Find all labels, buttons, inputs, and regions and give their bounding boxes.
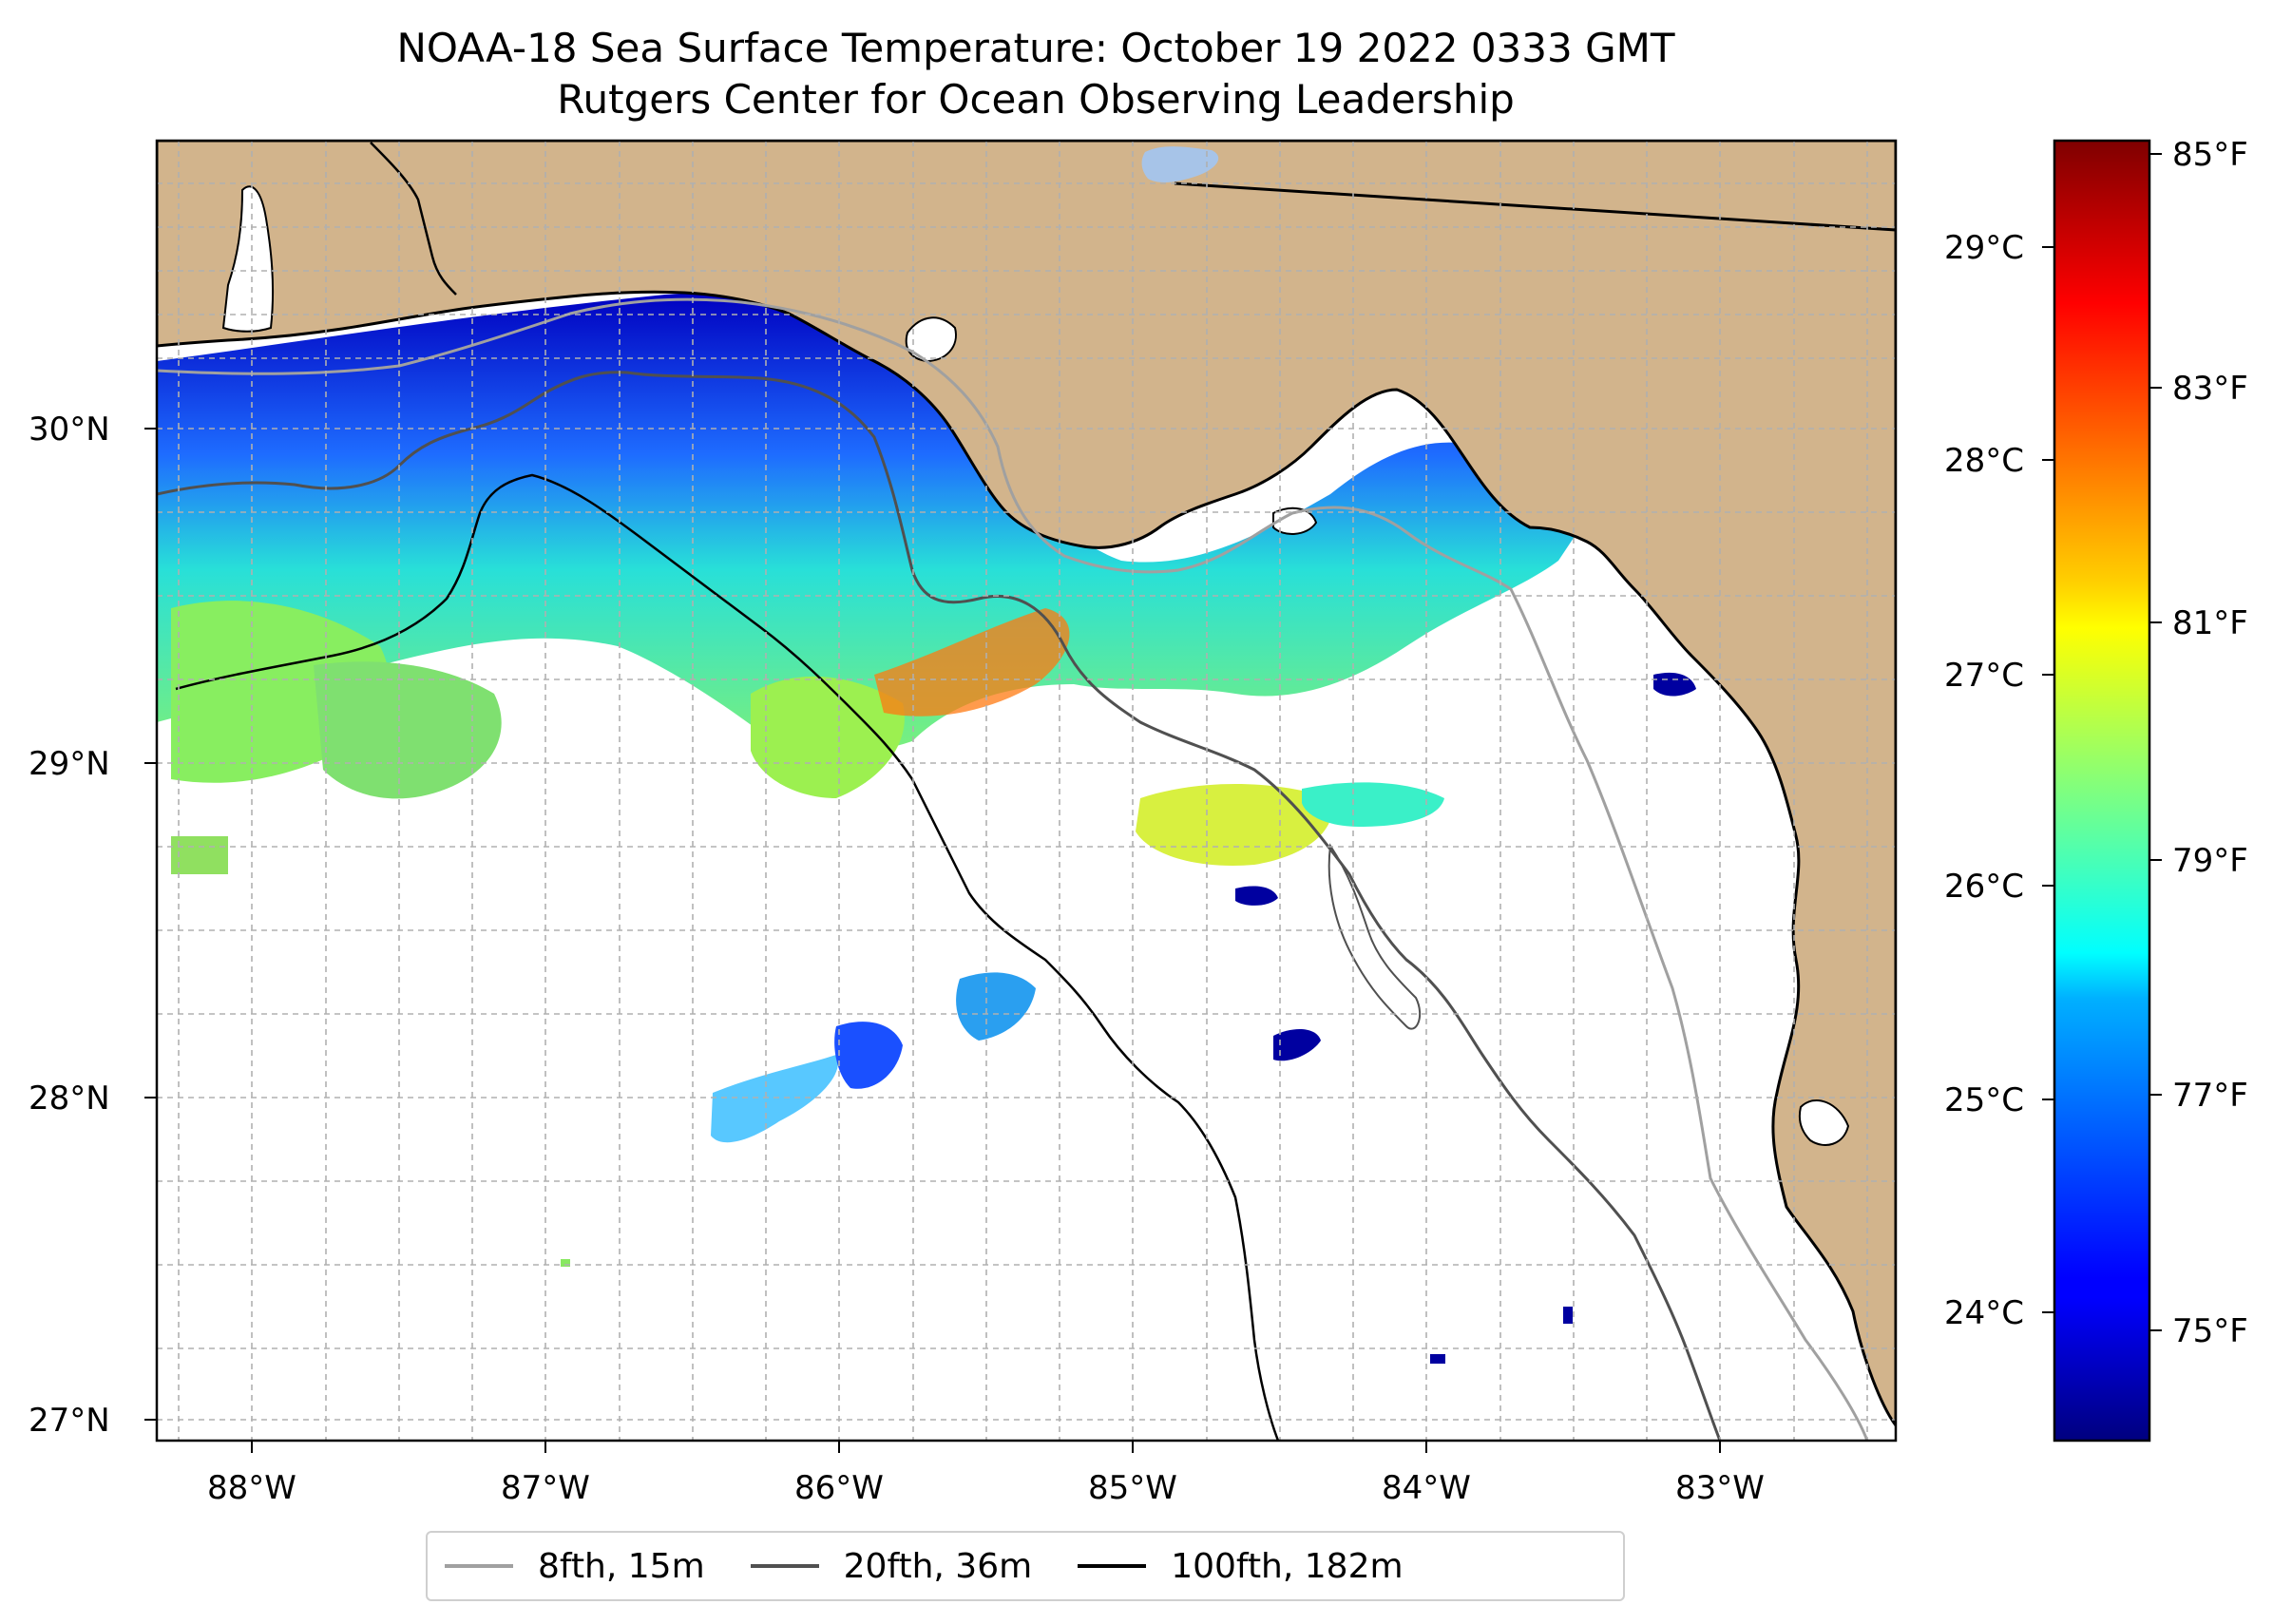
legend-item-20fth: 20fth, 36m: [750, 1546, 1033, 1586]
state-boundary-ga-fl: [1174, 182, 1896, 232]
lon-label-87w: 87°W: [501, 1469, 590, 1507]
cb-label-27c: 27°C: [1944, 657, 2024, 695]
cb-label-77f: 77°F: [2172, 1077, 2248, 1115]
gridlines: [157, 141, 1896, 1441]
sst-small-patch-1: [1273, 1029, 1321, 1061]
sst-speck-4: [561, 1259, 570, 1267]
lon-label-88w: 88°W: [207, 1469, 296, 1507]
lake-seminole: [1141, 146, 1219, 182]
lat-label-28n: 28°N: [29, 1079, 110, 1118]
sst-mid-patch: [1136, 784, 1332, 866]
cb-label-29c: 29°C: [1944, 229, 2024, 267]
cb-label-81f: 81°F: [2172, 604, 2248, 642]
sst-small-patch-2: [1235, 886, 1278, 906]
cb-label-85f: 85°F: [2172, 136, 2248, 174]
lat-label-30n: 30°N: [29, 411, 110, 449]
legend-item-8fth: 8fth, 15m: [445, 1547, 705, 1586]
map-frame: [155, 139, 1898, 1442]
land-mobile-bay-white: [221, 185, 275, 333]
cb-label-83f: 83°F: [2172, 370, 2248, 408]
sst-sw-patch: [711, 1055, 838, 1143]
cb-label-75f: 75°F: [2172, 1312, 2248, 1350]
land-bay-white-2: [905, 316, 957, 363]
colorbar-fahrenheit-ticks: [2149, 153, 2162, 1331]
sst-speck-3: [171, 836, 228, 874]
cb-label-79f: 79°F: [2172, 842, 2248, 880]
sst-main-swath: [157, 293, 1577, 755]
land-tampa-bay: [1798, 1099, 1850, 1146]
state-boundary-al-fl: [370, 142, 457, 296]
isobath-100fth: [175, 473, 1280, 1441]
legend-label-8fth: 8fth, 15m: [538, 1546, 705, 1586]
cb-label-28c: 28°C: [1944, 442, 2024, 480]
isobath-8fth: [157, 297, 1869, 1441]
legend-label-100fth: 100fth, 182m: [1171, 1546, 1404, 1586]
colorbar-celsius-ticks: [2042, 246, 2054, 1313]
legend-line-8fth: [445, 1564, 513, 1568]
colorbar: [2053, 139, 2151, 1442]
legend-item-100fth: 100fth, 182m: [1078, 1546, 1404, 1586]
sst-sw-patch-3: [956, 972, 1036, 1041]
sst-mid-patch-2: [1302, 782, 1444, 827]
map-area: [157, 141, 1896, 1441]
lon-label-83w: 83°W: [1675, 1469, 1765, 1507]
land-mainland: [157, 141, 1896, 1428]
sst-offshore-patch-a: [751, 676, 905, 798]
lon-label-85w: 85°W: [1088, 1469, 1177, 1507]
lat-label-27n: 27°N: [29, 1402, 110, 1440]
map-title-line2: Rutgers Center for Ocean Observing Leade…: [557, 76, 1515, 123]
legend-line-20fth: [750, 1564, 819, 1568]
sst-speck-1: [1563, 1307, 1573, 1324]
cb-label-25c: 25°C: [1944, 1081, 2024, 1119]
cb-label-26c: 26°C: [1944, 868, 2024, 906]
lon-axis: [251, 1441, 1721, 1453]
legend-line-100fth: [1078, 1564, 1147, 1568]
isobath-20fth: [157, 371, 1722, 1441]
lon-label-84w: 84°W: [1382, 1469, 1471, 1507]
lon-label-86w: 86°W: [794, 1469, 884, 1507]
sst-sw-patch-2: [834, 1022, 903, 1089]
map-title-line1: NOAA-18 Sea Surface Temperature: October…: [396, 25, 1675, 71]
lat-label-29n: 29°N: [29, 745, 110, 783]
cb-label-24c: 24°C: [1944, 1294, 2024, 1332]
sst-western-patch-2: [314, 661, 502, 799]
lat-axis: [144, 428, 157, 1421]
sst-small-patch-3: [1653, 672, 1696, 697]
sst-speck-2: [1430, 1354, 1445, 1364]
legend-label-20fth: 20fth, 36m: [843, 1546, 1033, 1586]
sst-warm-band: [874, 608, 1070, 716]
isobath-20fth-reef: [1327, 843, 1422, 1030]
isobath-legend: 8fth, 15m 20fth, 36m 100fth, 182m: [426, 1531, 1625, 1601]
